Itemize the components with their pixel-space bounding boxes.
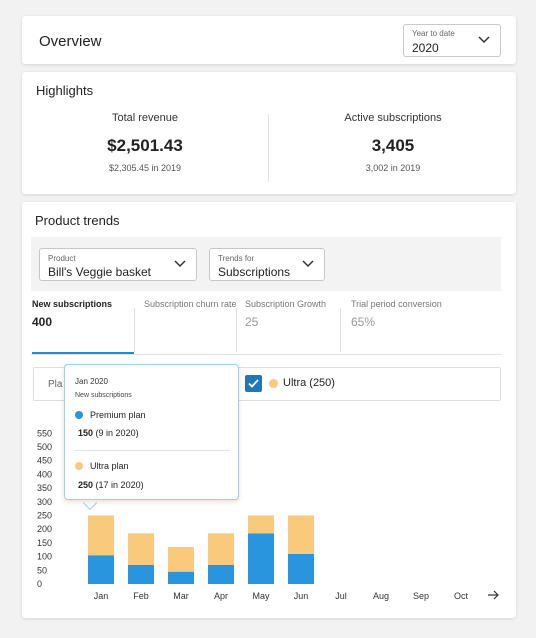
tab-subscription-growth[interactable]: Subscription Growth 25 (245, 298, 340, 354)
tab-value: 25 (245, 315, 259, 329)
x-tick-label: Apr (214, 591, 228, 601)
tab-separator (340, 308, 341, 352)
x-tick-label: Jun (294, 591, 309, 601)
tab-separator (134, 308, 135, 352)
highlights-card: Highlights Total revenue $2,501.43 $2,30… (22, 72, 516, 194)
trends-for-select-value: Subscriptions (218, 265, 291, 279)
tab-label: Trial period conversion (351, 299, 442, 309)
total-revenue-value: $2,501.43 (107, 136, 183, 155)
tooltip-ultra-name: Ultra plan (90, 461, 129, 471)
active-subscriptions-value: 3,405 (371, 136, 415, 155)
year-select-value: 2020 (412, 41, 439, 55)
y-tick-label: 500 (37, 442, 52, 452)
ultra-legend-dot (269, 379, 278, 388)
premium-legend-label[interactable]: Pla (48, 379, 63, 390)
ultra-bar-jun (288, 515, 314, 554)
y-tick-label: 0 (37, 579, 42, 589)
premium-bar-jun (288, 553, 314, 584)
y-tick-label: 400 (37, 469, 52, 479)
overview-title: Overview (39, 33, 102, 50)
tab-value: 65% (351, 315, 376, 329)
y-tick-label: 550 (37, 428, 52, 438)
tooltip-date: Jan 2020 (75, 377, 108, 386)
tab-subscription-churn-rate[interactable]: Subscription churn rate (144, 298, 239, 354)
premium-count: 150 (78, 428, 94, 438)
premium-compare: (9 in 2020) (95, 428, 139, 438)
arrow-right-icon-path (488, 590, 499, 600)
tab-label: Subscription Growth (245, 299, 327, 309)
y-tick-label: 350 (37, 483, 52, 493)
total-revenue-metric: Total revenue $2,501.43 $2,305.45 in 201… (22, 112, 268, 173)
tooltip-ultra-value: 250 (17 in 2020) (78, 480, 144, 490)
tab-value: 400 (32, 315, 53, 329)
y-tick-label: 200 (37, 524, 52, 534)
product-select[interactable]: Product Bill's Veggie basket (39, 248, 197, 281)
premium-dot (75, 411, 83, 419)
highlights-title: Highlights (36, 83, 94, 98)
ultra-bar-apr (208, 533, 234, 565)
trends-for-select-label: Trends for (218, 254, 255, 263)
tab-separator (236, 308, 237, 352)
product-trends-title: Product trends (35, 213, 120, 228)
y-tick-label: 250 (37, 511, 52, 521)
product-select-label: Product (48, 254, 76, 263)
x-tick-label: Oct (454, 591, 469, 601)
y-tick-label: 300 (37, 497, 52, 507)
ultra-checkbox[interactable] (245, 375, 262, 392)
product-trends-card: Product trends Product Bill's Veggie bas… (22, 202, 516, 618)
tooltip-premium-name: Premium plan (90, 410, 146, 420)
trends-for-select[interactable]: Trends for Subscriptions (209, 248, 325, 281)
x-tick-label: May (252, 591, 270, 601)
y-tick-label: 50 (37, 565, 47, 575)
overview-card: Overview Year to date 2020 (22, 16, 516, 64)
y-tick-label: 150 (37, 538, 52, 548)
chevron-down-icon (478, 36, 490, 44)
x-tick-label: Aug (373, 591, 389, 601)
ultra-dot (75, 462, 83, 470)
x-tick-label: Jan (94, 591, 109, 601)
ultra-count: 250 (78, 480, 94, 490)
filter-bar: Product Bill's Veggie basket Trends for … (31, 237, 501, 291)
total-revenue-compare: $2,305.45 in 2019 (108, 163, 182, 173)
arrow-right-icon[interactable] (488, 590, 499, 600)
premium-bar-apr (208, 564, 234, 584)
y-tick-label: 450 (37, 456, 52, 466)
tab-label: Subscription churn rate (144, 299, 237, 309)
tab-trial-period-conversion[interactable]: Trial period conversion 65% (351, 298, 491, 354)
check-icon (248, 379, 259, 388)
highlights-divider (268, 114, 269, 182)
tooltip-divider (75, 450, 230, 451)
tooltip-metric: New subscriptions (75, 392, 132, 399)
ultra-bar-feb (128, 533, 154, 565)
ultra-compare: (17 in 2020) (95, 480, 144, 490)
x-tick-label: Jul (335, 591, 347, 601)
year-select[interactable]: Year to date 2020 (403, 24, 501, 57)
tab-new-subscriptions[interactable]: New subscriptions 400 (32, 298, 134, 354)
tooltip-premium-value: 150 (9 in 2020) (78, 428, 139, 438)
active-subscriptions-compare: 3,002 in 2019 (365, 163, 421, 173)
chevron-down-icon (302, 260, 314, 268)
chevron-down-icon (174, 260, 186, 268)
premium-bar-feb (128, 564, 154, 584)
tab-label: New subscriptions (32, 299, 113, 309)
x-tick-label: Sep (413, 591, 429, 601)
premium-bar-may (248, 533, 274, 584)
active-subscriptions-metric: Active subscriptions 3,405 3,002 in 2019 (270, 112, 516, 173)
ultra-bar-jan (88, 515, 114, 556)
x-tick-label: Feb (133, 591, 149, 601)
y-tick-label: 100 (37, 552, 52, 562)
new-subscriptions-chart: 0 50 100 150 200 250 300 350 400 450 500 550 Jan Feb M… (37, 428, 499, 601)
chart-tooltip: Jan 2020 New subscriptions Premium plan … (64, 364, 239, 500)
premium-bar-jan (88, 555, 114, 584)
x-tick-label: Mar (173, 591, 189, 601)
ultra-bar-mar (168, 547, 194, 572)
year-select-label: Year to date (412, 29, 455, 38)
tab-baseline (31, 354, 501, 355)
product-select-value: Bill's Veggie basket (48, 265, 152, 279)
premium-bar-mar (168, 571, 194, 584)
total-revenue-label: Total revenue (111, 112, 179, 124)
active-subscriptions-label: Active subscriptions (344, 112, 442, 124)
ultra-bar-may (248, 515, 274, 534)
ultra-legend-label: Ultra (250) (283, 377, 335, 389)
